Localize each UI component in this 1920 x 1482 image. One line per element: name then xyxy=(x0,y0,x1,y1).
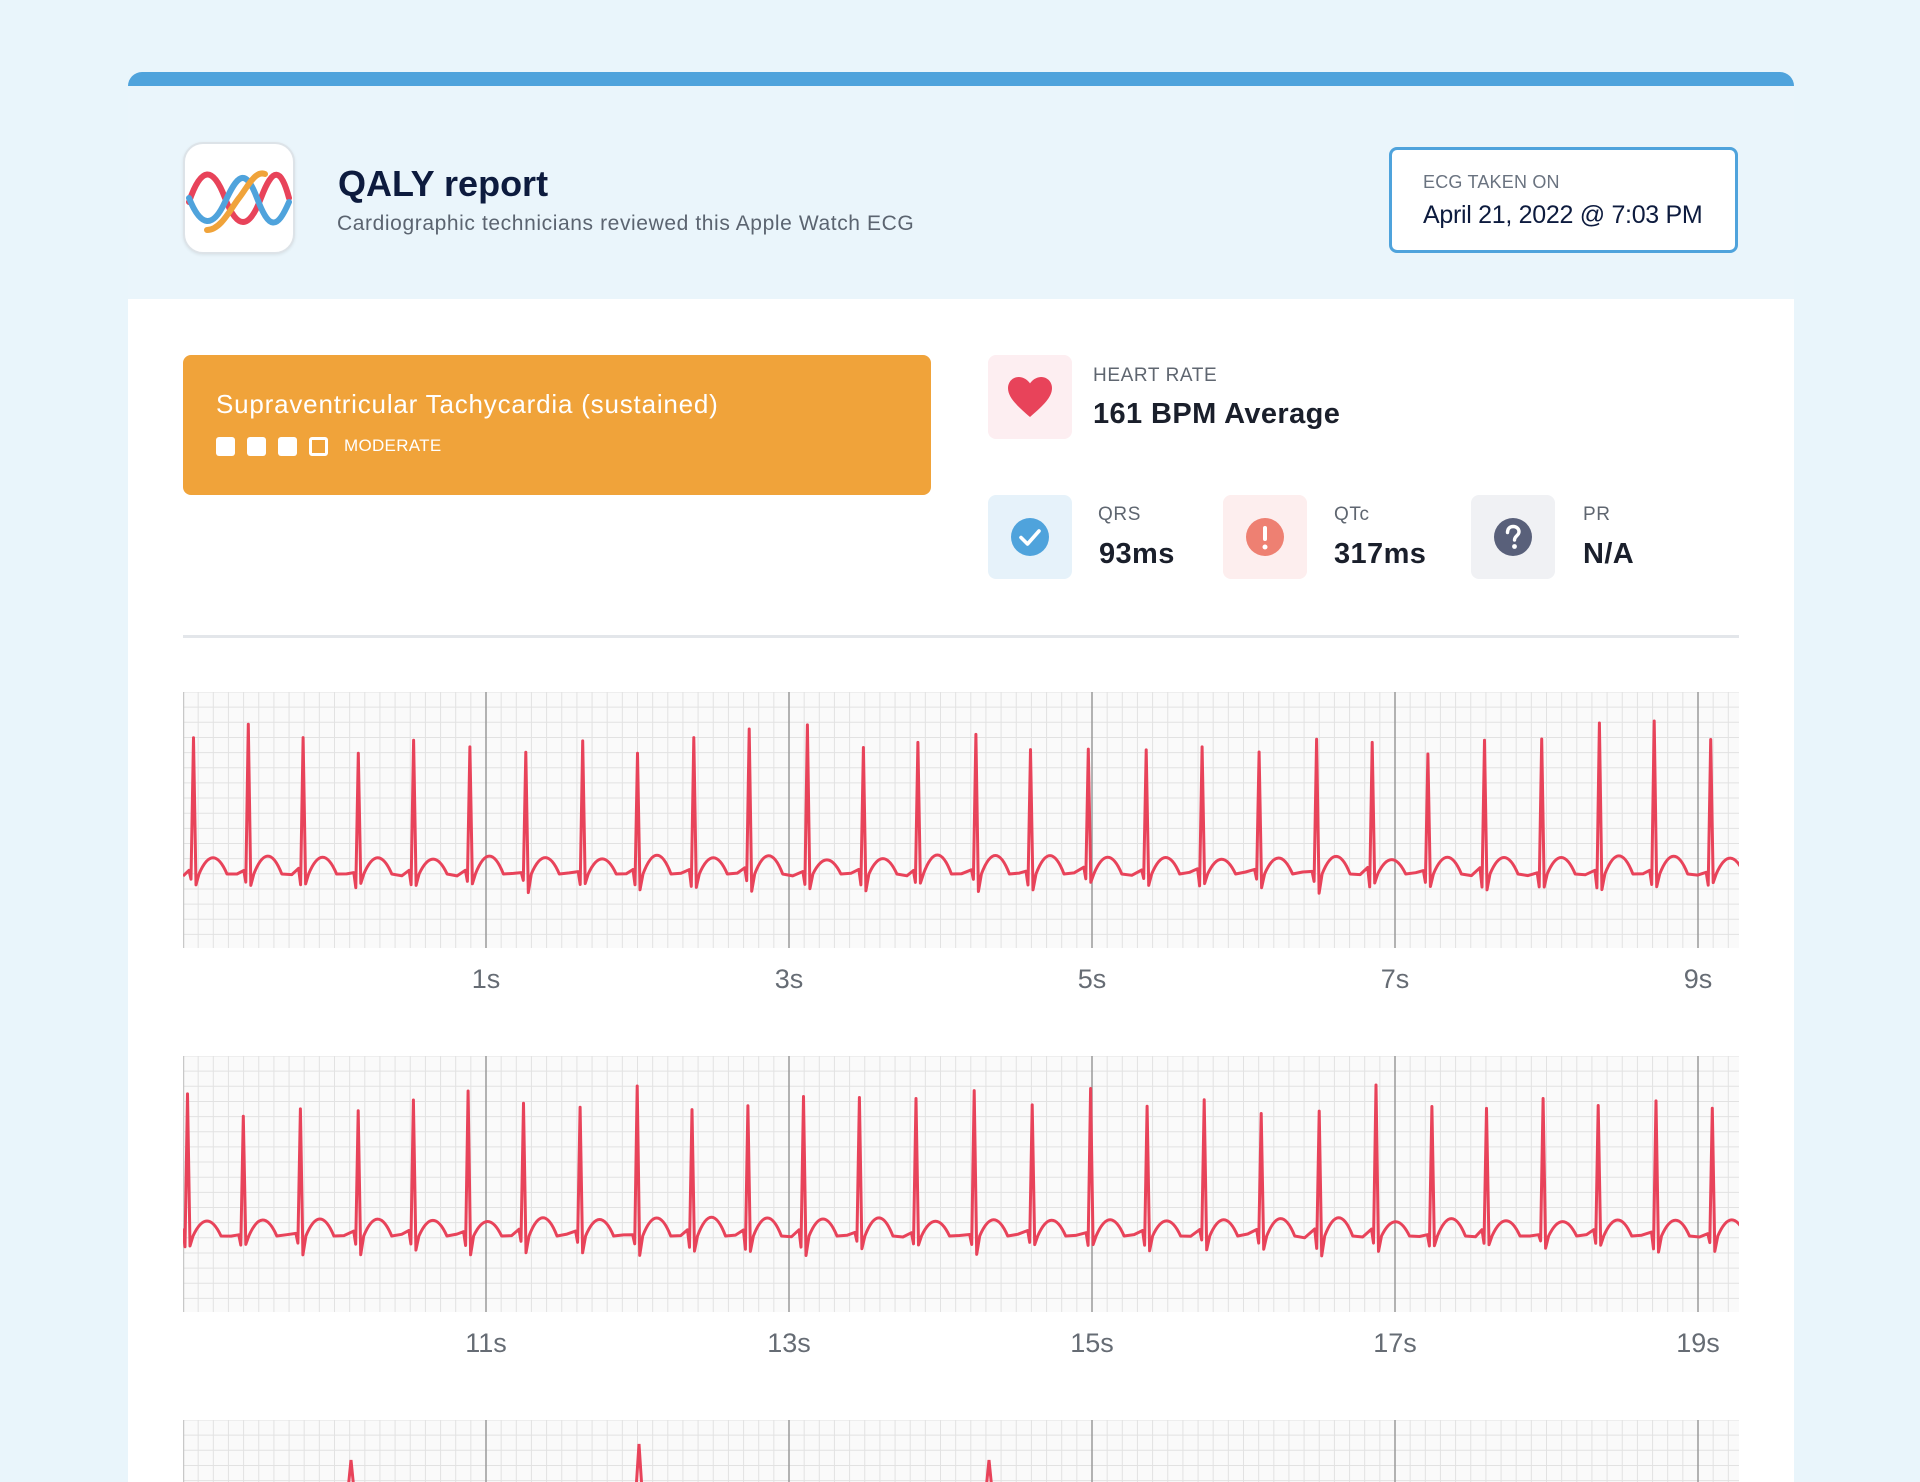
heart-rate-label: HEART RATE xyxy=(1093,365,1218,386)
diagnosis-banner: Supraventricular Tachycardia (sustained)… xyxy=(183,355,931,495)
severity-square-2 xyxy=(247,436,266,456)
card-accent-bar xyxy=(128,72,1794,86)
ecg-trace-peak xyxy=(985,1459,993,1482)
severity-square-1 xyxy=(216,436,235,456)
ecg-grid-1 xyxy=(183,692,1739,948)
severity-label: MODERATE xyxy=(344,436,442,455)
ecg-date-label: ECG TAKEN ON xyxy=(1423,172,1560,192)
ecg-tick-label: 13s xyxy=(767,1328,811,1358)
heart-icon xyxy=(1008,377,1052,417)
ecg-strip-1: 1s 3s 5s 7s 9s xyxy=(183,692,1739,994)
report-card: QALY report Cardiographic technicians re… xyxy=(128,72,1794,1482)
page-title: QALY report xyxy=(338,163,549,204)
qtc-icon-box xyxy=(1223,495,1307,579)
ecg-tick-label: 9s xyxy=(1683,964,1713,994)
qrs-value: 93ms xyxy=(1099,538,1175,570)
ecg-date-value: April 21, 2022 @ 7:03 PM xyxy=(1423,201,1703,229)
ecg-tick-label: 15s xyxy=(1070,1328,1114,1358)
pr-label: PR xyxy=(1583,504,1611,525)
ecg-trace-1 xyxy=(183,719,1739,895)
report-header: QALY report Cardiographic technicians re… xyxy=(128,86,1794,299)
qrs-icon-box xyxy=(988,495,1072,579)
ecg-date-box: ECG TAKEN ON April 21, 2022 @ 7:03 PM xyxy=(1389,147,1738,253)
heart-rate-value: 161 BPM Average xyxy=(1093,398,1341,430)
ecg-tick-label: 1s xyxy=(471,964,501,994)
pr-icon-box xyxy=(1471,495,1555,579)
qtc-label: QTc xyxy=(1334,504,1370,525)
diagnosis-title: Supraventricular Tachycardia (sustained) xyxy=(216,389,719,419)
question-circle-icon xyxy=(1494,518,1532,556)
heart-rate-icon-box xyxy=(988,355,1072,439)
page-subtitle: Cardiographic technicians reviewed this … xyxy=(337,212,915,235)
ecg-trace-peak xyxy=(347,1459,355,1482)
ecg-tick-label: 11s xyxy=(465,1328,507,1358)
ecg-tick-label: 7s xyxy=(1380,964,1410,994)
qtc-value: 317ms xyxy=(1334,538,1427,570)
severity-indicator: MODERATE xyxy=(216,436,931,456)
ecg-trace-2 xyxy=(183,1083,1739,1258)
pr-value: N/A xyxy=(1583,538,1635,570)
ecg-tick-label: 19s xyxy=(1676,1328,1720,1358)
ecg-strip-2: 11s 13s 15s 17s 19s xyxy=(183,1056,1739,1358)
qaly-wave-logo-icon xyxy=(183,142,295,254)
ecg-tick-label: 17s xyxy=(1373,1328,1417,1358)
ecg-grid-2 xyxy=(183,1056,1739,1312)
ecg-grid-3 xyxy=(183,1420,1739,1482)
check-circle-icon xyxy=(1011,518,1049,556)
ecg-tick-label: 3s xyxy=(774,964,804,994)
section-divider xyxy=(183,635,1739,638)
ecg-trace-peak xyxy=(635,1443,643,1482)
ecg-tick-label: 5s xyxy=(1077,964,1107,994)
qrs-label: QRS xyxy=(1098,504,1141,525)
exclamation-circle-icon xyxy=(1246,518,1284,556)
severity-square-3 xyxy=(278,436,297,456)
severity-square-4 xyxy=(309,436,328,456)
ecg-strip-3 xyxy=(183,1420,1739,1482)
